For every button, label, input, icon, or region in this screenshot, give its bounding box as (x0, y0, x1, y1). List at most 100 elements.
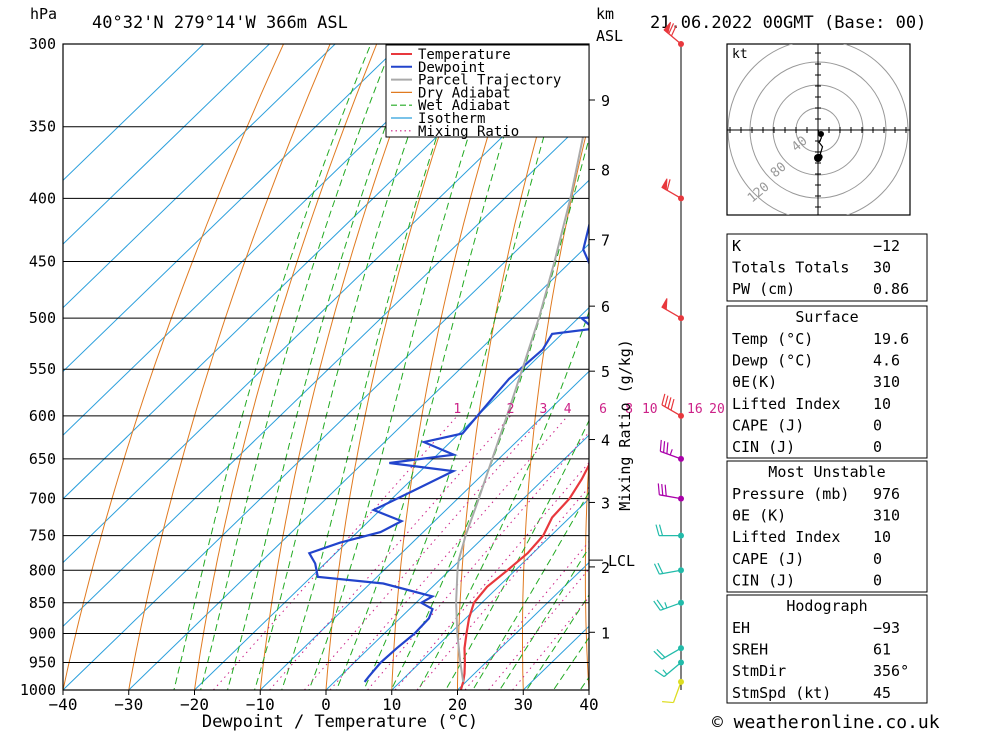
dewpoint-line (307, 222, 589, 683)
wet-adiabat-line (335, 44, 534, 690)
index-value: −93 (873, 619, 900, 637)
index-label: K (732, 237, 741, 255)
hodograph-unit-label: kt (732, 47, 748, 62)
pressure-tick-label: 550 (29, 360, 56, 378)
index-value: 0 (873, 571, 882, 589)
temperature-tick-label: 40 (579, 695, 598, 714)
wind-barb-dot (678, 645, 684, 652)
isotherm-line (63, 44, 205, 182)
x-axis-title: Dewpoint / Temperature (°C) (202, 712, 478, 732)
legend-entry: Temperature (418, 47, 511, 63)
mixing-ratio-line (269, 415, 511, 690)
wind-barb-dot (678, 41, 684, 47)
height-tick-label: 4 (601, 432, 610, 450)
height-tick-label: 5 (601, 363, 610, 381)
plot-frame (62, 43, 590, 691)
temperature-tick-label: 0 (321, 695, 331, 714)
pressure-tick-label: 750 (29, 527, 56, 545)
wet-adiabat-line (281, 44, 470, 690)
mixing-ratio-line (304, 415, 544, 690)
wet-adiabat-line (200, 44, 394, 690)
index-section-title: Surface (795, 308, 858, 326)
mixing-ratio-label: 10 (642, 402, 658, 417)
height-tick-label: 1 (601, 624, 610, 642)
index-label: Temp (°C) (732, 330, 813, 348)
mixing-ratio-label: 1 (453, 402, 461, 417)
wind-barb (662, 678, 684, 704)
dry-adiabat-line (259, 44, 424, 690)
index-label: CAPE (J) (732, 550, 804, 568)
legend-entry: Isotherm (418, 111, 485, 127)
dry-adiabat-line (522, 120, 589, 690)
wet-adiabat-line (173, 44, 372, 690)
wind-barb (661, 393, 684, 419)
height-tick-label: 7 (601, 232, 610, 250)
mixing-ratio-labels: 12346810162025 (453, 402, 747, 417)
wind-barb (663, 21, 684, 47)
index-section-title: Hodograph (786, 597, 867, 615)
index-value: 310 (873, 507, 900, 525)
index-tables: K −12 Totals Totals 30 PW (cm) 0.86 Surface Tem… (726, 233, 928, 704)
dry-adiabat-line (976, 7, 1000, 716)
pressure-tick-label: 350 (29, 118, 56, 136)
index-value: 10 (873, 528, 891, 546)
index-label: θE(K) (732, 373, 777, 391)
index-value: 30 (873, 259, 891, 277)
pressure-tick-label: 900 (29, 624, 56, 642)
height-tick-label: 2 (601, 559, 610, 577)
wind-barb-dot (678, 659, 684, 666)
mixing-ratio-label: 8 (625, 402, 633, 417)
wind-barb-dot (678, 599, 684, 606)
pressure-unit-label: hPa (30, 5, 57, 23)
location-title: 40°32'N 279°14'W 366m ASL (92, 13, 348, 33)
legend-entry: Dry Adiabat (418, 85, 511, 101)
height-tick-label: 9 (601, 92, 610, 110)
index-label: StmSpd (kt) (732, 684, 831, 702)
pressure-tick-label: 650 (29, 450, 56, 468)
isotherm-line (63, 44, 271, 245)
wet-adiabat-line (499, 546, 589, 690)
index-label: θE (K) (732, 507, 786, 525)
temperature-tick-label: 20 (448, 695, 467, 714)
dry-adiabat-line (925, 7, 991, 716)
height-tick-label: 8 (601, 161, 610, 179)
legend-box (385, 44, 590, 138)
mixing-ratio-line (329, 415, 569, 690)
index-value: 10 (873, 395, 891, 413)
index-label: CIN (J) (732, 571, 795, 589)
dry-adiabat-line (193, 44, 378, 690)
index-label: Dewp (°C) (732, 352, 813, 370)
index-value: 0 (873, 416, 882, 434)
temperature-line (459, 462, 589, 690)
wet-adiabat-line (445, 419, 589, 690)
index-box-most-unstable (726, 460, 928, 593)
index-value: 45 (873, 684, 891, 702)
pressure-tick-label: 800 (29, 561, 56, 579)
pressure-tick-label: 400 (29, 189, 56, 207)
pressure-tick-label: 950 (29, 653, 56, 671)
height-unit-asl: ASL (596, 27, 623, 45)
wet-adiabat-line (308, 44, 500, 690)
index-label: Lifted Index (732, 528, 840, 546)
temperature-tick-label: −20 (180, 695, 209, 714)
wet-adiabat-line (472, 491, 589, 690)
pressure-tick-label: 450 (29, 253, 56, 271)
height-tick-label: 3 (601, 494, 610, 512)
index-label: Totals Totals (732, 259, 849, 277)
mixing-ratio-label: 16 (687, 402, 703, 417)
legend-entry: Wet Adiabat (418, 98, 511, 114)
isotherm-line (325, 434, 589, 690)
wind-barbs (653, 21, 684, 704)
isotherm-line (63, 44, 336, 309)
wind-barb (661, 178, 684, 202)
isotherm-line (391, 498, 589, 690)
temperature-tick-label: −40 (49, 695, 78, 714)
wet-adiabat-line (226, 44, 417, 690)
index-label: Lifted Index (732, 395, 840, 413)
mixing-ratio-line (367, 431, 589, 690)
index-label: SREH (732, 641, 768, 659)
legend-entry: Parcel Trajectory (418, 73, 561, 89)
